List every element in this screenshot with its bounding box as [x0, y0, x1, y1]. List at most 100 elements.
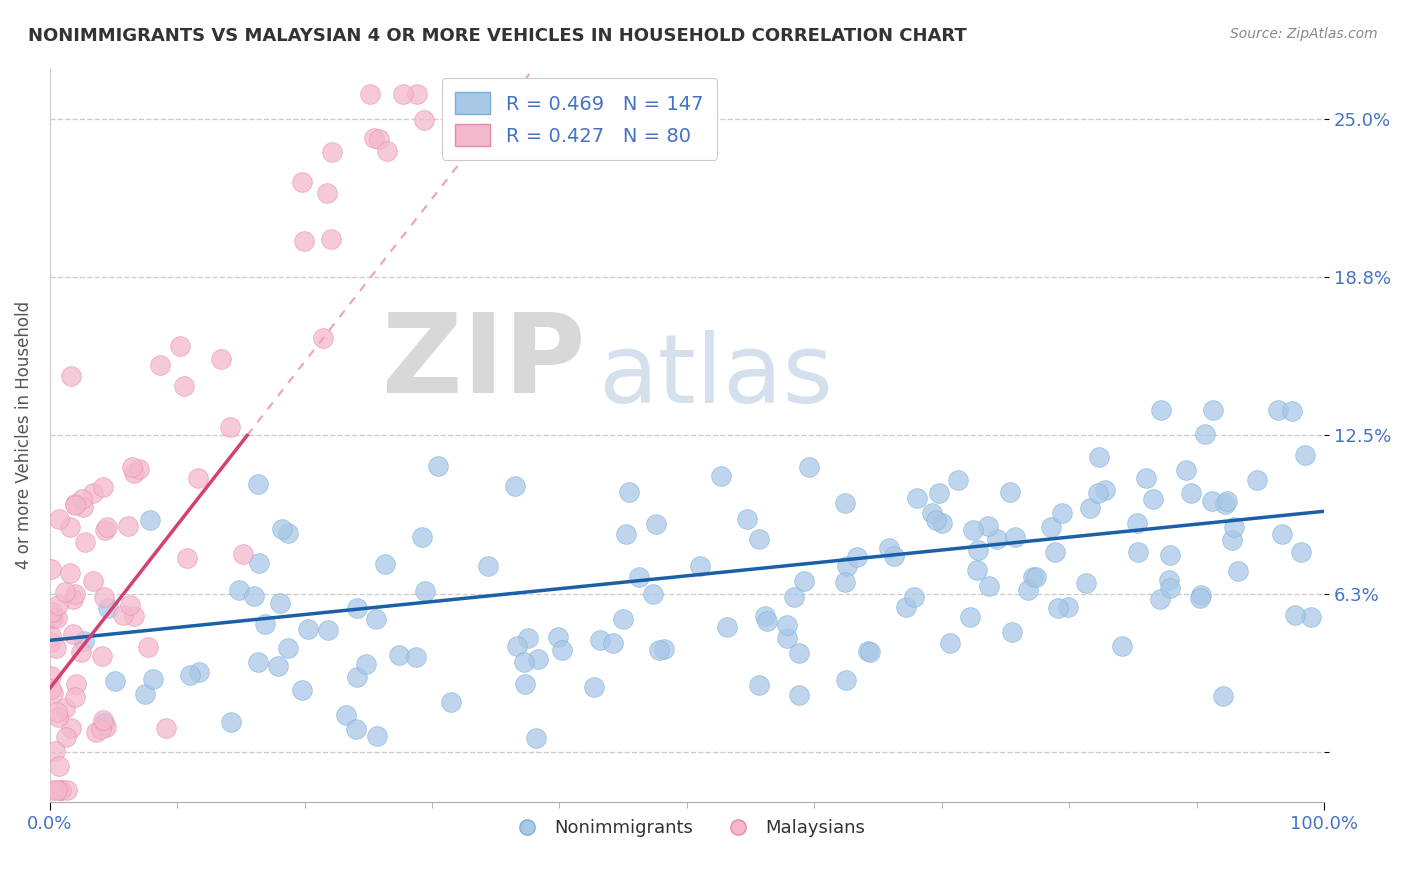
Point	[176, 550, 198, 565]
Point	[748, 533, 770, 547]
Point	[1213, 496, 1236, 510]
Point	[834, 495, 856, 509]
Point	[440, 695, 463, 709]
Point	[346, 670, 368, 684]
Point	[551, 642, 574, 657]
Point	[44, 641, 66, 656]
Point	[1001, 625, 1024, 640]
Point	[42, 686, 65, 700]
Point	[1246, 473, 1268, 487]
Point	[979, 579, 1001, 593]
Text: Source: ZipAtlas.com: Source: ZipAtlas.com	[1230, 27, 1378, 41]
Point	[128, 461, 150, 475]
Point	[46, 705, 69, 719]
Point	[1078, 501, 1101, 516]
Point	[962, 524, 984, 538]
Point	[977, 518, 1000, 533]
Point	[63, 498, 86, 512]
Point	[39, 668, 62, 682]
Point	[46, 599, 69, 613]
Point	[710, 469, 733, 483]
Point	[503, 479, 526, 493]
Point	[1025, 570, 1047, 584]
Point	[55, 782, 77, 797]
Point	[169, 338, 191, 352]
Point	[1000, 484, 1022, 499]
Point	[179, 668, 201, 682]
Point	[834, 574, 856, 589]
Point	[1043, 545, 1066, 559]
Point	[931, 516, 953, 530]
Point	[187, 471, 209, 485]
Point	[858, 645, 880, 659]
Point	[1159, 582, 1181, 596]
Point	[894, 599, 917, 614]
Point	[59, 520, 82, 534]
Point	[1301, 610, 1323, 624]
Point	[134, 687, 156, 701]
Point	[72, 500, 94, 515]
Point	[754, 608, 776, 623]
Point	[647, 642, 669, 657]
Point	[524, 731, 547, 745]
Point	[477, 559, 499, 574]
Point	[297, 622, 319, 636]
Point	[1191, 588, 1213, 602]
Point	[60, 722, 83, 736]
Point	[1142, 492, 1164, 507]
Point	[928, 486, 950, 500]
Point	[53, 701, 76, 715]
Point	[643, 587, 665, 601]
Point	[1294, 448, 1316, 462]
Point	[516, 631, 538, 645]
Point	[319, 232, 342, 246]
Point	[53, 585, 76, 599]
Point	[602, 635, 624, 649]
Point	[506, 639, 529, 653]
Point	[883, 549, 905, 563]
Point	[406, 87, 429, 101]
Point	[90, 723, 112, 737]
Point	[321, 145, 343, 160]
Point	[1159, 548, 1181, 562]
Point	[93, 715, 115, 730]
Point	[1047, 600, 1070, 615]
Point	[44, 744, 66, 758]
Point	[93, 590, 115, 604]
Point	[246, 476, 269, 491]
Point	[392, 87, 415, 101]
Point	[346, 600, 368, 615]
Point	[139, 513, 162, 527]
Point	[1220, 533, 1243, 548]
Point	[70, 491, 93, 506]
Point	[155, 721, 177, 735]
Point	[356, 657, 378, 671]
Point	[1074, 576, 1097, 591]
Point	[292, 234, 315, 248]
Point	[1149, 592, 1171, 607]
Point	[121, 460, 143, 475]
Point	[267, 659, 290, 673]
Point	[291, 175, 314, 189]
Point	[42, 611, 65, 625]
Point	[344, 722, 367, 736]
Point	[959, 610, 981, 624]
Text: atlas: atlas	[598, 330, 832, 423]
Point	[652, 642, 675, 657]
Point	[48, 512, 70, 526]
Point	[1050, 506, 1073, 520]
Point	[39, 629, 62, 643]
Point	[291, 682, 314, 697]
Point	[1157, 574, 1180, 588]
Point	[1126, 544, 1149, 558]
Point	[1094, 483, 1116, 497]
Point	[111, 608, 134, 623]
Text: NONIMMIGRANTS VS MALAYSIAN 4 OR MORE VEHICLES IN HOUSEHOLD CORRELATION CHART: NONIMMIGRANTS VS MALAYSIAN 4 OR MORE VEH…	[28, 27, 967, 45]
Point	[269, 595, 291, 609]
Point	[1194, 427, 1216, 442]
Point	[65, 587, 87, 601]
Point	[903, 591, 925, 605]
Point	[627, 569, 650, 583]
Point	[271, 522, 294, 536]
Point	[427, 459, 450, 474]
